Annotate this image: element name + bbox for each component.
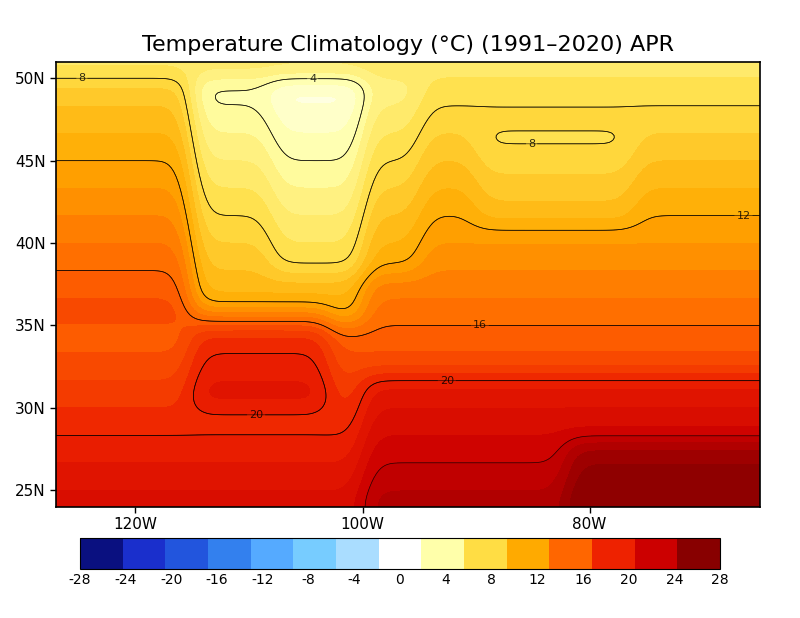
Text: 4: 4 xyxy=(309,74,316,83)
Text: 20: 20 xyxy=(440,376,454,386)
Text: 8: 8 xyxy=(528,139,535,149)
Text: 16: 16 xyxy=(473,321,487,331)
Text: 8: 8 xyxy=(78,74,86,83)
Text: 12: 12 xyxy=(737,211,750,221)
Text: 20: 20 xyxy=(249,410,263,420)
Title: Temperature Climatology (°C) (1991–2020) APR: Temperature Climatology (°C) (1991–2020)… xyxy=(142,35,674,54)
